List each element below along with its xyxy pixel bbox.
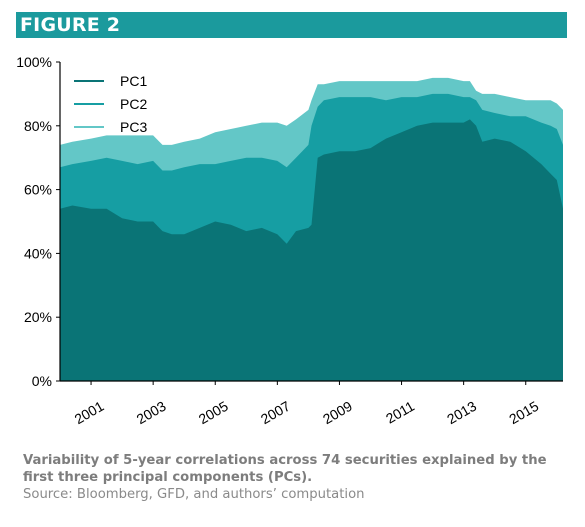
legend-label-pc2: PC2 bbox=[120, 96, 147, 112]
x-tick-label: 2011 bbox=[383, 398, 417, 427]
x-tick-label: 2015 bbox=[506, 398, 541, 428]
chart-axes: 0% 20% 40% 60% 80% 100% 2001 2003 2005 2007 2009 20… bbox=[16, 54, 563, 427]
chart-legend: PC1 PC2 PC3 bbox=[74, 73, 147, 135]
x-tick-label: 2005 bbox=[196, 398, 231, 428]
caption-block: Variability of 5-year correlations acros… bbox=[23, 452, 568, 503]
x-tick-label: 2001 bbox=[72, 398, 107, 428]
x-tick-label: 2013 bbox=[444, 398, 479, 428]
figure-label: FIGURE 2 bbox=[16, 12, 567, 38]
y-tick-label: 100% bbox=[16, 54, 52, 70]
y-tick-label: 40% bbox=[24, 245, 52, 261]
figure-source: Source: Bloomberg, GFD, and authors’ com… bbox=[23, 487, 365, 502]
legend-label-pc1: PC1 bbox=[120, 73, 147, 89]
x-tick-label: 2003 bbox=[134, 398, 169, 428]
figure-caption: Variability of 5-year correlations acros… bbox=[23, 453, 547, 485]
area-pc1 bbox=[60, 119, 563, 382]
y-tick-label: 0% bbox=[32, 373, 52, 389]
chart: 0% 20% 40% 60% 80% 100% 2001 2003 2005 2007 2009 20… bbox=[16, 54, 563, 427]
x-tick-label: 2007 bbox=[258, 398, 293, 428]
y-tick-label: 20% bbox=[24, 309, 52, 325]
chart-areas bbox=[60, 77, 563, 382]
legend-label-pc3: PC3 bbox=[120, 119, 147, 135]
y-tick-label: 80% bbox=[24, 118, 52, 134]
x-tick-label: 2009 bbox=[320, 398, 355, 428]
y-tick-label: 60% bbox=[24, 182, 52, 198]
